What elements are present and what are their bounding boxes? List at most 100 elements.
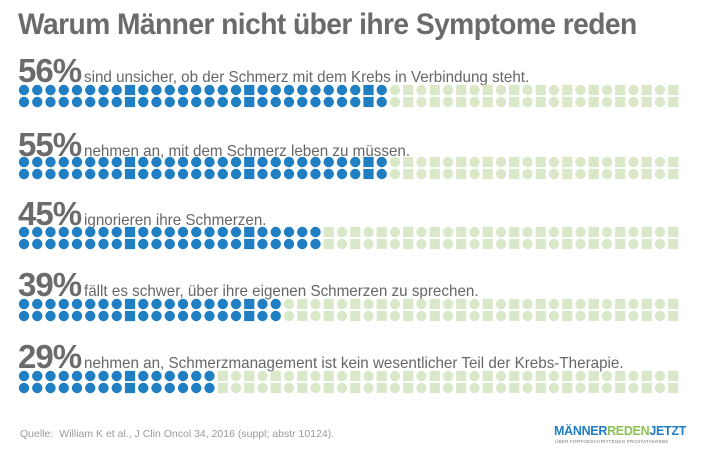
pictograph-marker-empty [575,96,586,108]
pictograph-marker-empty [535,370,546,382]
pictograph-marker-filled [98,156,109,168]
pictograph-marker-filled [257,226,268,238]
pictograph-marker-filled [32,156,43,168]
pictograph-marker-empty [336,370,348,382]
pictograph-marker-filled [98,84,109,96]
pictograph-marker-empty [376,382,387,394]
pictograph-marker-empty [456,156,467,168]
pictograph-marker-empty [469,238,480,250]
stat-row-2: 55% nehmen an, mit dem Schmerz leben zu m… [18,126,427,166]
pictograph-marker-filled [18,310,30,322]
pictograph-marker-empty [615,238,626,250]
pictograph-marker-empty [509,96,520,108]
pictograph-marker-filled [85,298,96,310]
stat-description: fällt es schwer, über ihre eigenen Schme… [84,283,479,300]
pictograph-marker-filled [297,84,308,96]
pictograph-marker-empty [601,370,613,382]
pictograph-marker-filled [85,84,96,96]
pictograph-marker-empty [482,370,493,382]
pictograph-marker-filled [283,238,295,250]
pictograph-marker-filled [204,168,215,180]
pictograph-marker-empty [350,382,361,394]
pictograph-marker-filled [270,298,281,310]
pictograph-marker-empty [588,310,599,322]
pictograph-marker-filled [204,298,215,310]
pictograph-marker-empty [389,298,401,310]
pictograph-marker-empty [416,84,427,96]
pictograph-marker-empty [389,96,401,108]
pictograph-marker-filled [85,96,96,108]
pictograph-marker-filled [177,156,189,168]
pictograph-marker-filled [164,156,175,168]
pictograph-marker-filled [151,310,162,322]
pictograph-marker-filled [85,156,96,168]
pictograph-marker-empty [654,168,666,180]
pictograph-marker-filled [138,382,149,394]
pictograph-marker-empty [323,310,334,322]
pictograph-marker-empty [363,298,374,310]
pictograph-marker-empty [615,298,626,310]
pictograph-marker-filled [217,226,228,238]
pictograph-marker-filled [376,168,387,180]
pictograph-marker-empty [482,310,493,322]
pictograph-marker-filled [124,226,136,238]
source-text: William K et al., J Clin Oncol 34, 2016 … [59,428,335,440]
pictograph-marker-empty [482,226,493,238]
pictograph-marker-empty [641,226,652,238]
pictograph-marker-filled [18,382,30,394]
pictograph-marker-filled [217,298,228,310]
pictograph-marker-empty [668,370,679,382]
pictograph-marker-filled [191,156,202,168]
pictograph-marker-empty [336,298,348,310]
pictograph-marker-filled [111,310,122,322]
pictograph-marker-filled [164,310,175,322]
pictograph-marker-empty [429,84,440,96]
pictograph-marker-empty [416,370,427,382]
pictograph-marker-empty [495,298,507,310]
pictograph-marker-filled [217,96,228,108]
pictograph-marker-empty [588,238,599,250]
pictograph-marker-empty [562,156,573,168]
pictograph-marker-filled [58,226,69,238]
pictograph-marker-filled [310,84,321,96]
pictograph-marker-empty [601,226,613,238]
pictograph-marker-empty [456,84,467,96]
pictograph-marker-empty [323,370,334,382]
pictograph-marker-empty [641,382,652,394]
pictograph-marker-filled [151,370,162,382]
pictograph-marker-filled [124,370,136,382]
pictograph-marker-empty [469,370,480,382]
pictograph-marker-empty [601,84,613,96]
pictograph-marker-empty [429,96,440,108]
pictograph-marker-empty [495,84,507,96]
pictograph-marker-empty [363,310,374,322]
pictograph-marker-filled [111,168,122,180]
pictograph-marker-empty [615,156,626,168]
pictograph-marker-filled [124,238,136,250]
pictograph-marker-filled [58,382,69,394]
pictograph-marker-empty [297,298,308,310]
pictograph-marker-empty [257,370,268,382]
logo-tagline: ÜBER FORTGESCHRITTENEN PROSTATAKREBS [555,438,669,444]
pictograph-marker-filled [283,96,295,108]
pictograph-marker-filled [217,156,228,168]
pictograph-marker-empty [482,84,493,96]
pictograph-marker-filled [138,310,149,322]
pictograph-marker-empty [429,226,440,238]
pictograph-marker-empty [469,84,480,96]
pictograph-marker-empty [297,310,308,322]
stat-percent: 45% [18,195,82,232]
pictograph-marker-filled [204,156,215,168]
pictograph-marker-filled [111,96,122,108]
pictograph-marker-filled [138,168,149,180]
pictograph-marker-empty [628,298,639,310]
pictograph-marker-filled [323,96,334,108]
pictograph-marker-filled [363,156,374,168]
pictograph-marker-empty [628,84,639,96]
pictograph-marker-empty [575,298,586,310]
pictograph-marker-filled [151,84,162,96]
pictograph-marker-filled [177,96,189,108]
pictograph-marker-filled [32,96,43,108]
pictograph-marker-empty [535,298,546,310]
pictograph-marker-filled [257,156,268,168]
